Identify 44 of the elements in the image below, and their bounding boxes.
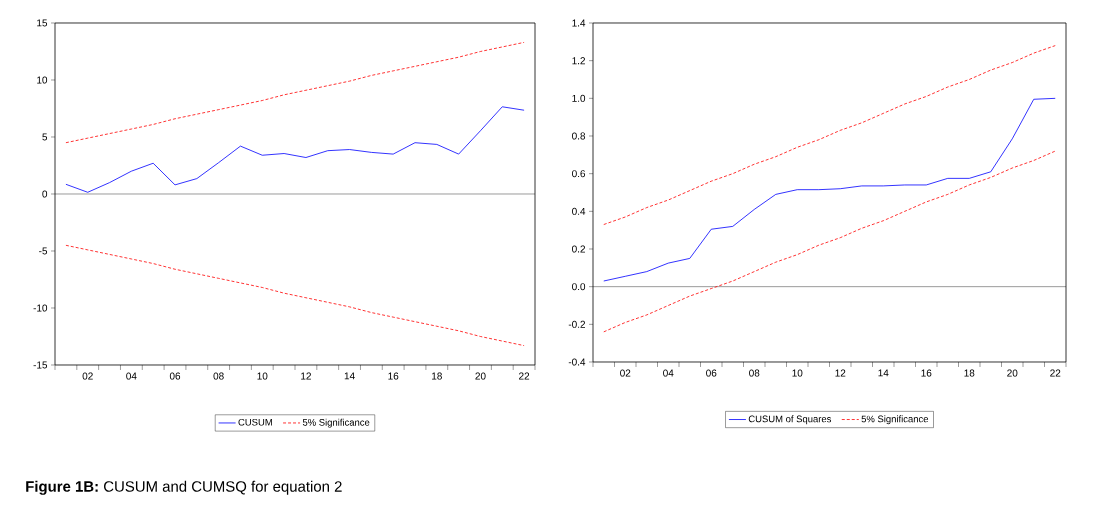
- x-tick-label: 06: [706, 369, 717, 377]
- y-tick-label: 0.8: [572, 132, 586, 140]
- x-tick-label: 04: [663, 369, 674, 377]
- y-tick-label: 5: [42, 133, 48, 141]
- x-tick-label: 18: [964, 369, 975, 377]
- x-tick-label: 12: [835, 369, 846, 377]
- x-tick-label: 04: [126, 372, 137, 380]
- x-tick-label: 14: [878, 369, 889, 377]
- x-tick-label: 16: [388, 372, 399, 380]
- x-tick-label: 22: [1050, 369, 1061, 377]
- y-tick-label: -15: [33, 361, 48, 369]
- y-tick-label: 15: [37, 19, 48, 27]
- x-tick-label: 08: [213, 372, 224, 380]
- y-tick-label: 0.6: [572, 170, 586, 178]
- y-tick-label: 0: [42, 190, 48, 198]
- x-tick-label: 10: [792, 369, 803, 377]
- y-tick-label: -0.2: [568, 320, 586, 328]
- x-tick-label: 20: [1007, 369, 1018, 377]
- x-tick-label: 14: [344, 372, 355, 380]
- y-tick-label: 0.4: [572, 207, 586, 215]
- y-tick-label: 1.2: [572, 57, 586, 65]
- y-tick-label: 1.0: [572, 94, 586, 102]
- text: Figure 1B: CUSUM and CUMSQ for equation 2: [26, 480, 342, 495]
- y-tick-label: 0.0: [572, 283, 586, 291]
- x-tick-label: 02: [82, 372, 93, 380]
- x-tick-label: 06: [169, 372, 181, 380]
- y-tick-label: -5: [39, 247, 48, 255]
- y-tick-label: 0.2: [572, 245, 586, 253]
- x-tick-label: 02: [620, 369, 631, 377]
- legend-label: CUSUM of Squares: [748, 415, 832, 425]
- legend-label: CUSUM: [238, 418, 272, 426]
- y-tick-label: 1.4: [572, 19, 586, 27]
- x-tick-label: 22: [519, 372, 530, 380]
- y-tick-label: 10: [37, 76, 48, 84]
- y-tick-label: -0.4: [568, 358, 586, 366]
- x-tick-label: 08: [749, 369, 760, 377]
- x-tick-label: 12: [301, 372, 311, 380]
- x-tick-label: 16: [921, 369, 932, 377]
- y-tick-label: -10: [33, 304, 48, 312]
- x-tick-label: 10: [257, 372, 268, 380]
- legend-label: 5% Significance: [302, 418, 370, 428]
- x-tick-label: 20: [475, 372, 486, 380]
- x-tick-label: 18: [432, 372, 442, 380]
- legend-label: 5% Significance: [861, 415, 929, 425]
